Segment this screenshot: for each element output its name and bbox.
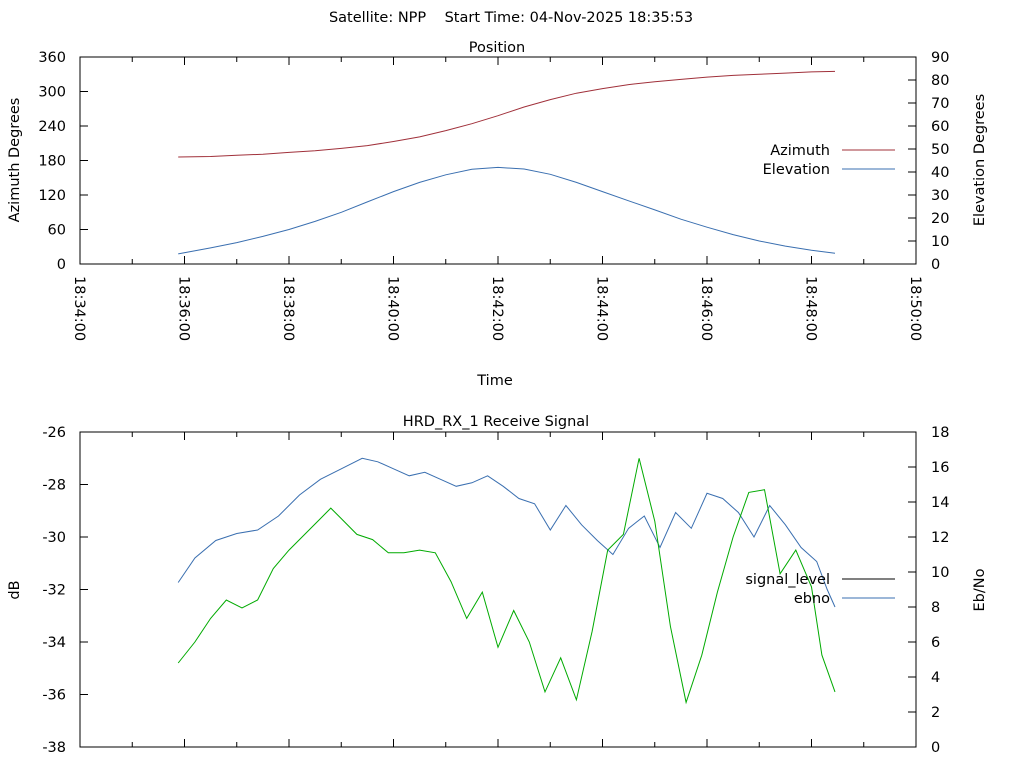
- y-tick-label: -30: [42, 530, 66, 546]
- y2-tick-label: 10: [931, 234, 949, 250]
- y2-tick-label: 18: [931, 425, 949, 441]
- x-tick-label: 18:36:00: [176, 276, 192, 341]
- x-tick-label: 18:46:00: [698, 276, 714, 341]
- y-tick-label: 240: [38, 119, 66, 135]
- position-chart: Position 0 60 120 180 240 300 360 0 10 20 30 40 50 6…: [7, 40, 988, 389]
- signal-x-ticks: [79, 432, 917, 747]
- signal-y-ticks: -38 -36 -34 -32 -30 -28 -26: [42, 425, 88, 756]
- y2-tick-label: 50: [931, 142, 949, 158]
- position-y2-ticks: 0 10 20 30 40 50 60 70 80 90: [908, 50, 949, 273]
- signal-title: HRD_RX_1 Receive Signal: [403, 414, 589, 430]
- page-title: Satellite: NPP Start Time: 04-Nov-2025 1…: [329, 10, 693, 26]
- legend-label-Elevation: Elevation: [763, 162, 830, 178]
- y2-tick-label: 90: [931, 50, 949, 66]
- x-tick-label: 18:38:00: [280, 276, 296, 341]
- y-tick-label: 120: [38, 188, 66, 204]
- y-tick-label: -32: [42, 583, 66, 599]
- position-y-ticks: 0 60 120 180 240 300 360: [38, 50, 88, 273]
- y2-tick-label: 12: [931, 530, 949, 546]
- y2-tick-label: 20: [931, 211, 949, 227]
- series-line-signal_level_trace: [177, 458, 836, 705]
- y2-tick-label: 6: [931, 635, 940, 651]
- y2-tick-label: 2: [931, 705, 940, 721]
- position-plot-frame: [79, 56, 917, 265]
- x-tick-label: 18:42:00: [489, 276, 505, 341]
- series-line-ebno: [177, 457, 836, 608]
- y2-tick-label: 60: [931, 119, 949, 135]
- position-legend: Azimuth Elevation: [763, 143, 895, 178]
- series-line-Elevation: [178, 166, 836, 255]
- position-y2label: Elevation Degrees: [972, 94, 988, 226]
- signal-plot-frame: [79, 431, 917, 748]
- x-tick-label: 18:50:00: [907, 276, 923, 341]
- y-tick-label: 360: [38, 50, 66, 66]
- y2-tick-label: 16: [931, 460, 949, 476]
- x-tick-label: 18:40:00: [385, 276, 401, 341]
- y2-tick-label: 80: [931, 73, 949, 89]
- signal-y2-ticks: 0 2 4 6 8 10 12 14 16 18: [908, 425, 949, 756]
- legend-label-signal_level: signal_level: [745, 572, 830, 588]
- position-title: Position: [469, 40, 525, 56]
- legend-label-Azimuth: Azimuth: [770, 143, 830, 159]
- y-tick-label: -26: [42, 425, 66, 441]
- y-tick-label: -36: [42, 688, 66, 704]
- y2-tick-label: 10: [931, 565, 949, 581]
- y2-tick-label: 0: [931, 740, 940, 756]
- y2-tick-label: 0: [931, 257, 940, 273]
- signal-series: [177, 457, 836, 705]
- y-tick-label: 300: [38, 85, 66, 101]
- y-tick-label: 0: [57, 257, 66, 273]
- legend-label-ebno: ebno: [794, 591, 830, 607]
- signal-chart: HRD_RX_1 Receive Signal -38-36-34-32-30-…: [7, 414, 988, 756]
- y2-tick-label: 14: [931, 495, 949, 511]
- y-tick-label: -28: [42, 478, 66, 494]
- y-tick-label: 180: [38, 154, 66, 170]
- series-line-Azimuth: [178, 70, 836, 158]
- position-x-ticks: 18:34:00 18:36:00 18:38:00 18:40:00 18:42:00…: [71, 57, 923, 341]
- position-xlabel: Time: [476, 373, 513, 389]
- x-tick-label: 18:48:00: [803, 276, 819, 341]
- y2-tick-label: 30: [931, 188, 949, 204]
- signal-ylabel: dB: [7, 580, 23, 599]
- y-tick-label: -34: [42, 635, 66, 651]
- y2-tick-label: 4: [931, 670, 940, 686]
- position-series: [178, 70, 836, 255]
- y-tick-label: -38: [42, 740, 66, 756]
- y2-tick-label: 40: [931, 165, 949, 181]
- position-ylabel: Azimuth Degrees: [7, 98, 23, 223]
- y-tick-label: 60: [48, 223, 66, 239]
- x-tick-label: 18:34:00: [71, 276, 87, 341]
- y2-tick-label: 70: [931, 96, 949, 112]
- signal-y2label: Eb/No: [972, 568, 988, 611]
- y2-tick-label: 8: [931, 600, 940, 616]
- x-tick-label: 18:44:00: [594, 276, 610, 341]
